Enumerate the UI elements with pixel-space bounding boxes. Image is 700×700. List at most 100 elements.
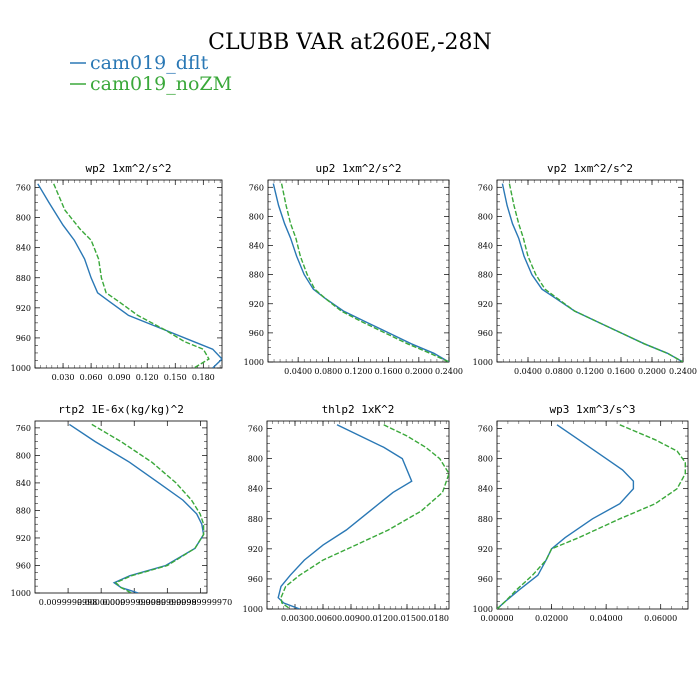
x-tick-label: 0.2400: [669, 367, 697, 376]
panels: wp2 1xm^2/s^2 760 800 840 880 920 960 1000 0.030…: [11, 162, 697, 623]
plot-frame: [34, 179, 223, 369]
panel-4: rtp2 1E-6x(kg/kg)^2 760 800 840 880 920 960 100…: [11, 403, 233, 607]
y-tick-label: 1000: [243, 605, 263, 614]
x-tick-label: 0.1600: [607, 367, 635, 376]
series-line-nozm: [91, 423, 205, 593]
x-tick-label: 0.00999999970: [169, 598, 233, 607]
y-tick-label: 920: [248, 545, 263, 554]
y-tick-label: 920: [478, 300, 493, 309]
y-tick-label: 960: [478, 329, 493, 338]
x-tick-label: 0.02000: [535, 614, 568, 623]
x-tick-label: 0.120: [136, 373, 159, 382]
x-tick-label: 0.0090: [337, 614, 365, 623]
y-tick-label: 760: [478, 183, 493, 192]
x-tick-label: 0.00000: [480, 614, 513, 623]
x-tick-label: 0.0120: [365, 614, 393, 623]
y-tick-label: 760: [478, 425, 493, 434]
x-tick-label: 0.0800: [545, 367, 573, 376]
x-tick-label: 0.180: [192, 373, 215, 382]
x-tick-label: 0.2000: [638, 367, 666, 376]
plot-frame: [34, 420, 208, 594]
y-tick-label: 880: [478, 271, 493, 280]
x-tick-label: 0.0099999998: [138, 598, 197, 607]
x-tick-label: 0.0150: [393, 614, 421, 623]
x-tick-label: 0.2000: [405, 367, 433, 376]
y-tick-label: 920: [478, 545, 493, 554]
x-tick-label: 0.0400: [284, 367, 312, 376]
x-tick-label: 0.1600: [375, 367, 403, 376]
y-tick-label: 1000: [473, 605, 493, 614]
series-line-nozm: [508, 183, 683, 362]
y-tick-label: 880: [478, 515, 493, 524]
y-tick-label: 880: [16, 274, 31, 283]
y-tick-label: 920: [16, 304, 31, 313]
y-tick-label: 800: [478, 212, 493, 221]
legend-label-nozm: cam019_noZM: [90, 73, 232, 95]
y-tick-label: 960: [249, 329, 264, 338]
y-tick-label: 840: [249, 242, 264, 251]
series-line-nozm: [497, 424, 686, 609]
panel-title: wp3 1xm^3/s^3: [549, 403, 635, 416]
y-tick-label: 960: [478, 575, 493, 584]
y-tick-label: 800: [16, 451, 31, 460]
x-tick-label: 0.030: [52, 373, 75, 382]
x-tick-label: 0.06000: [644, 614, 677, 623]
y-tick-label: 960: [16, 561, 31, 570]
x-tick-label: 0.2400: [435, 367, 463, 376]
series-line-dflt: [37, 183, 222, 368]
plot-frame: [267, 179, 450, 363]
y-tick-label: 1000: [11, 589, 31, 598]
panel-title: rtp2 1E-6x(kg/kg)^2: [58, 403, 184, 416]
y-tick-label: 840: [16, 479, 31, 488]
x-tick-label: 0.0030: [281, 614, 309, 623]
y-tick-label: 880: [16, 506, 31, 515]
y-tick-label: 840: [16, 244, 31, 253]
figure-title: CLUBB VAR at260E,-28N: [208, 30, 492, 55]
plot-frame: [496, 420, 689, 610]
y-tick-label: 800: [249, 212, 264, 221]
x-tick-label: 0.1200: [345, 367, 373, 376]
x-tick-label: 0.0800: [314, 367, 342, 376]
y-tick-label: 880: [248, 515, 263, 524]
y-tick-label: 840: [248, 485, 263, 494]
y-tick-label: 760: [16, 184, 31, 193]
panel-title: thlp2 1xK^2: [322, 403, 395, 416]
x-tick-label: 0.0180: [421, 614, 449, 623]
x-tick-label: 0.090: [108, 373, 131, 382]
y-tick-label: 920: [16, 534, 31, 543]
y-tick-label: 800: [248, 455, 263, 464]
plot-frame: [496, 179, 684, 363]
panel-title: wp2 1xm^2/s^2: [85, 162, 171, 175]
y-tick-label: 1000: [244, 358, 264, 367]
x-tick-label: 0.04000: [590, 614, 623, 623]
x-tick-label: 0.0099999998: [39, 598, 98, 607]
panel-2: up2 1xm^2/s^2 760 800 840 880 920 960 1000 0.040…: [244, 162, 463, 376]
y-tick-label: 960: [248, 575, 263, 584]
panel-6: wp3 1xm^3/s^3 760 800 840 880 920 960 10000.000…: [473, 403, 689, 623]
series-line-dflt: [69, 423, 205, 593]
series-line-dflt: [277, 424, 413, 609]
y-tick-label: 760: [248, 425, 263, 434]
series-line-dflt: [501, 183, 683, 362]
x-tick-label: 0.0400: [514, 367, 542, 376]
x-tick-label: 0.00999999980: [102, 598, 166, 607]
x-tick-label: 0.00000000: [77, 598, 125, 607]
series-line-dflt: [272, 183, 449, 362]
x-tick-label: 0.1200: [576, 367, 604, 376]
x-tick-label: 0.0060: [309, 614, 337, 623]
y-tick-label: 840: [478, 485, 493, 494]
legend-label-dflt: cam019_dflt: [90, 52, 209, 74]
panel-title: vp2 1xm^2/s^2: [547, 162, 633, 175]
panel-title: up2 1xm^2/s^2: [315, 162, 401, 175]
series-line-nozm: [280, 183, 449, 362]
panel-1: wp2 1xm^2/s^2 760 800 840 880 920 960 1000 0.030…: [11, 162, 223, 382]
y-tick-label: 1000: [11, 364, 31, 373]
y-tick-label: 760: [249, 183, 264, 192]
series-line-nozm: [53, 183, 210, 368]
y-tick-label: 1000: [473, 358, 493, 367]
plot-frame: [266, 420, 450, 610]
y-tick-label: 960: [16, 334, 31, 343]
y-tick-label: 840: [478, 242, 493, 251]
